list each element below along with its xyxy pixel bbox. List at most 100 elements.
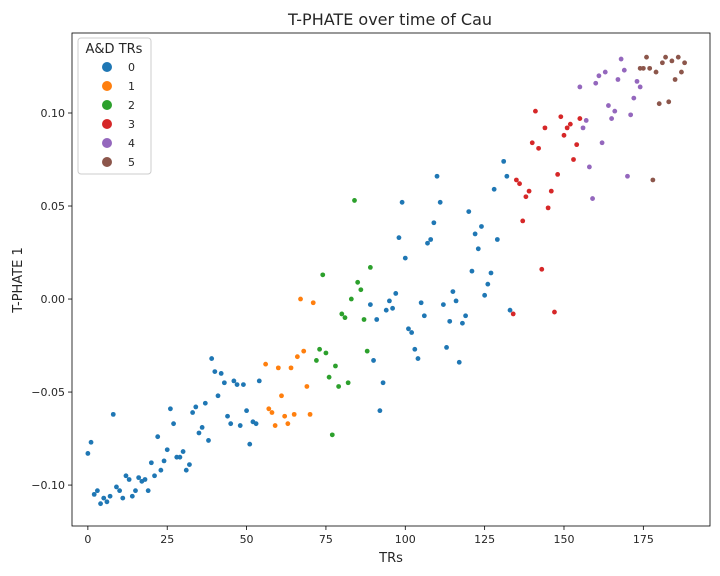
data-point bbox=[336, 384, 342, 389]
data-point bbox=[409, 330, 415, 335]
data-point bbox=[291, 411, 297, 417]
data-point bbox=[148, 460, 154, 466]
legend-label: 5 bbox=[128, 156, 135, 169]
y-tick-label: −0.10 bbox=[31, 479, 65, 492]
data-point bbox=[282, 413, 288, 419]
data-point bbox=[202, 400, 208, 406]
data-point bbox=[298, 296, 303, 302]
data-point bbox=[628, 112, 634, 118]
data-point bbox=[390, 305, 395, 311]
data-point bbox=[561, 132, 567, 138]
x-tick-label: 0 bbox=[84, 533, 91, 546]
data-point bbox=[679, 69, 684, 75]
legend-marker bbox=[102, 119, 112, 129]
data-point bbox=[555, 171, 561, 177]
data-point bbox=[437, 199, 443, 205]
series-0 bbox=[85, 158, 513, 507]
y-tick-label: 0.10 bbox=[41, 107, 66, 120]
data-point bbox=[237, 423, 243, 428]
legend-label: 3 bbox=[128, 118, 135, 131]
data-point bbox=[110, 411, 116, 417]
data-point bbox=[145, 488, 151, 494]
data-point bbox=[114, 484, 119, 490]
data-point bbox=[323, 350, 329, 356]
data-point bbox=[104, 499, 110, 505]
data-point bbox=[294, 354, 300, 360]
data-point bbox=[510, 311, 516, 317]
data-point bbox=[431, 220, 437, 226]
data-point bbox=[88, 439, 94, 445]
data-point bbox=[564, 125, 570, 131]
data-point bbox=[320, 272, 326, 278]
data-point bbox=[501, 158, 507, 164]
legend-marker bbox=[102, 81, 112, 91]
data-point bbox=[383, 307, 389, 313]
legend: A&D TRs 0 1 2 3 4 5 bbox=[77, 37, 152, 175]
data-point bbox=[475, 246, 481, 252]
legend-entries: 0 1 2 3 4 5 bbox=[102, 61, 135, 169]
data-point bbox=[615, 77, 621, 82]
data-point bbox=[193, 404, 199, 410]
series-1 bbox=[263, 296, 316, 428]
data-point bbox=[653, 69, 659, 75]
data-point bbox=[440, 302, 446, 308]
data-point bbox=[599, 140, 605, 146]
data-point bbox=[526, 188, 532, 194]
data-point bbox=[421, 313, 427, 319]
data-point bbox=[606, 103, 611, 108]
data-point bbox=[155, 434, 161, 440]
data-point bbox=[482, 292, 488, 298]
data-point bbox=[520, 218, 526, 224]
data-point bbox=[586, 164, 592, 170]
data-point bbox=[377, 408, 383, 414]
data-point bbox=[418, 300, 424, 306]
data-point bbox=[241, 382, 246, 388]
data-point bbox=[266, 406, 272, 412]
data-point bbox=[310, 300, 316, 306]
data-point bbox=[374, 317, 380, 322]
series-4 bbox=[577, 56, 643, 201]
data-point bbox=[177, 454, 183, 460]
data-point bbox=[272, 423, 278, 428]
x-tick-label: 25 bbox=[160, 533, 174, 546]
data-point bbox=[190, 410, 196, 415]
legend-marker bbox=[102, 62, 112, 72]
x-tick-label: 75 bbox=[319, 533, 333, 546]
data-point bbox=[406, 326, 411, 332]
data-point bbox=[612, 108, 618, 114]
data-point bbox=[625, 173, 630, 179]
data-point bbox=[536, 145, 541, 151]
data-point bbox=[180, 449, 186, 454]
legend-title: A&D TRs bbox=[86, 42, 143, 57]
data-point bbox=[361, 317, 367, 322]
data-point bbox=[444, 345, 449, 350]
data-point bbox=[558, 114, 564, 120]
data-point bbox=[675, 54, 681, 60]
data-point bbox=[466, 209, 472, 214]
data-point bbox=[317, 346, 322, 352]
legend-box bbox=[77, 37, 152, 175]
data-point bbox=[428, 237, 434, 242]
legend-label: 1 bbox=[128, 80, 135, 93]
data-point bbox=[199, 425, 205, 430]
data-point bbox=[342, 315, 348, 321]
data-point bbox=[647, 65, 653, 71]
data-point bbox=[94, 488, 100, 494]
legend-label: 2 bbox=[128, 99, 135, 112]
data-point bbox=[542, 125, 548, 131]
data-point bbox=[577, 84, 583, 90]
data-point bbox=[460, 320, 465, 326]
data-point bbox=[371, 358, 376, 363]
data-point bbox=[221, 380, 227, 386]
data-point bbox=[187, 462, 192, 468]
data-point bbox=[666, 99, 672, 105]
data-point bbox=[231, 378, 237, 384]
series-3 bbox=[510, 108, 583, 317]
data-point bbox=[228, 421, 234, 427]
data-point bbox=[529, 140, 535, 146]
data-point bbox=[663, 54, 668, 60]
x-tick-label: 175 bbox=[633, 533, 654, 546]
data-point bbox=[206, 438, 211, 443]
plot-area bbox=[72, 33, 710, 526]
data-point bbox=[580, 125, 586, 131]
